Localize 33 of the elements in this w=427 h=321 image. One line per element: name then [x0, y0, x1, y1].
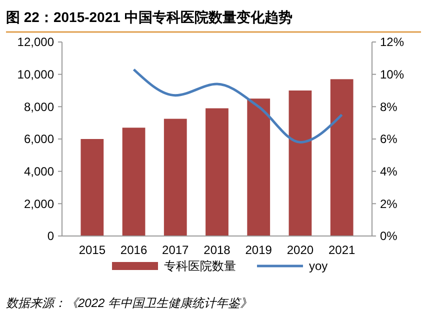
x-tick-label: 2019 [245, 243, 272, 257]
y-tick-label: 0 [47, 229, 54, 244]
y2-tick-label: 4% [380, 164, 398, 179]
source-note: 数据来源：《2022 年中国卫生健康统计年鉴》 [6, 296, 252, 310]
legend-label: 专科医院数量 [164, 259, 236, 274]
bar [164, 118, 187, 236]
bar [206, 108, 228, 236]
y2-tick-label: 6% [380, 132, 398, 146]
bar [247, 98, 270, 236]
x-tick-label: 2017 [162, 243, 190, 257]
x-tick-label: 2018 [204, 243, 231, 257]
legend-label: yoy [309, 259, 328, 274]
y2-tick-label: 2% [380, 196, 398, 211]
y-tick-label: 8,000 [24, 100, 54, 114]
bar [80, 139, 104, 236]
x-tick-label: 2015 [78, 243, 106, 257]
y-tick-label: 12,000 [17, 35, 54, 50]
y-tick-label: 6,000 [24, 132, 54, 146]
y2-tick-label: 12% [380, 35, 404, 50]
y2-tick-label: 8% [380, 100, 398, 114]
x-tick-label: 2016 [120, 243, 148, 257]
y-tick-label: 10,000 [17, 68, 54, 82]
y2-tick-label: 0% [380, 229, 398, 244]
bar [122, 128, 146, 236]
bar [288, 90, 312, 236]
x-tick-label: 2021 [328, 243, 356, 257]
chart-title: 图 22：2015-2021 中国专科医院数量变化趋势 [6, 9, 292, 25]
y2-tick-label: 10% [380, 68, 404, 82]
x-tick-label: 2020 [286, 243, 314, 257]
bar [330, 79, 354, 236]
y-tick-label: 2,000 [24, 196, 54, 211]
line-series [132, 68, 344, 144]
y-tick-label: 4,000 [24, 164, 54, 179]
